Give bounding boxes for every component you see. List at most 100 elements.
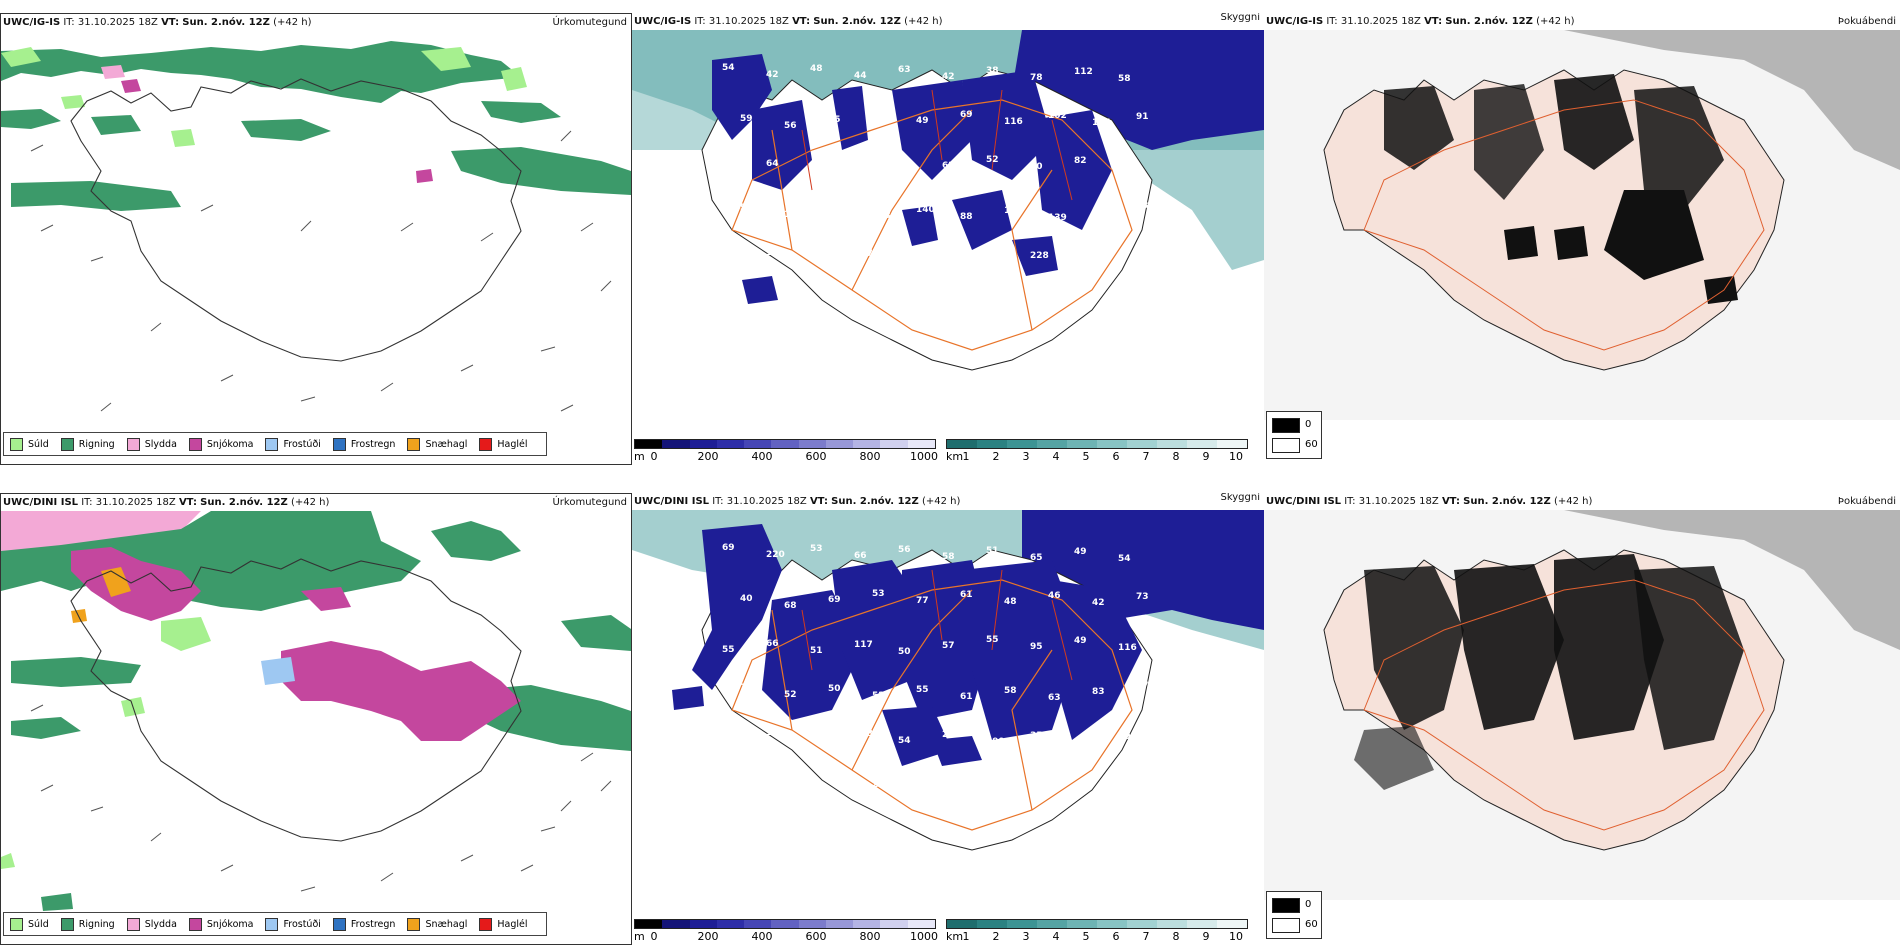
panel-header: UWC/IG-IS IT: 31.10.2025 18Z VT: Sun. 2.… bbox=[3, 17, 627, 28]
colorbar-tick: 3 bbox=[1022, 450, 1030, 463]
iceland-coastline bbox=[70, 78, 522, 362]
cloud-base-label: 42 bbox=[1092, 598, 1105, 608]
colorbar-tick: 9 bbox=[1202, 930, 1210, 943]
colorbar-tick: 5 bbox=[1082, 930, 1090, 943]
cloud-base-label: 69 bbox=[828, 595, 841, 605]
cloud-base-label: 116 bbox=[1118, 643, 1137, 653]
low-cloud-area bbox=[1012, 30, 1264, 150]
precip-legend: Súld Rigning Slydda Snjókoma Frostúði Fr… bbox=[3, 432, 547, 456]
cloud-base-label: 57 bbox=[942, 641, 955, 651]
fog-map bbox=[1264, 510, 1900, 900]
drizzle-area bbox=[1, 47, 527, 147]
colorbar-tick: 8 bbox=[1172, 450, 1180, 463]
road-network-main bbox=[801, 89, 1073, 201]
cloud-base-label: 56 bbox=[784, 121, 797, 131]
cloud-base-label: 54 bbox=[898, 736, 911, 746]
colorbar-tick: 0 bbox=[650, 450, 658, 463]
cloud-base-label: 127 bbox=[854, 249, 873, 259]
cloud-base-label: 50 bbox=[828, 684, 841, 694]
road-network bbox=[731, 579, 1133, 831]
colorbar-tick: 600 bbox=[805, 450, 827, 463]
low-cloud-area bbox=[712, 54, 1112, 304]
cloud-base-label: 50 bbox=[898, 647, 911, 657]
cloud-base-label: 228 bbox=[1030, 251, 1049, 261]
cloud-base-label: 54 bbox=[722, 63, 735, 73]
cloud-base-label: 120 bbox=[854, 160, 873, 170]
colorbar-tick: 1 bbox=[962, 450, 970, 463]
colorbar-tick: 0 bbox=[650, 930, 658, 943]
cloud-base-label: 108 bbox=[854, 729, 873, 739]
road-network bbox=[1363, 579, 1765, 831]
colorbar-tick: 2 bbox=[992, 930, 1000, 943]
panel-header: UWC/DINI ISL IT: 31.10.2025 18Z VT: Sun.… bbox=[3, 497, 627, 508]
colorbar-tick: 8 bbox=[1172, 930, 1180, 943]
cloud-base-label: 359 bbox=[1030, 731, 1049, 741]
cloud-base-label: 97 bbox=[1118, 163, 1131, 173]
colorbar-tick: 400 bbox=[751, 930, 773, 943]
panel-header: UWC/IG-IS IT: 31.10.2025 18Z VT: Sun. 2.… bbox=[634, 13, 1260, 27]
cloud-base-label: 116 bbox=[1004, 117, 1023, 127]
cloud-base-label: 63 bbox=[1048, 693, 1061, 703]
cloud-base-label: 92 bbox=[740, 785, 753, 795]
cloud-base-label: 112 bbox=[1074, 67, 1093, 77]
cloud-base-label: 139 bbox=[766, 728, 785, 738]
cloud-base-label: 46 bbox=[1048, 591, 1061, 601]
colorbar-tick: 200 bbox=[697, 450, 719, 463]
cloud-base-label: 138 bbox=[1092, 207, 1111, 217]
fog-index-panel-bottom: UWC/DINI ISL IT: 31.10.2025 18Z VT: Sun.… bbox=[1264, 493, 1900, 945]
cloud-base-label: 106 bbox=[810, 735, 829, 745]
cloud-base-label: 65 bbox=[722, 734, 735, 744]
cloud-base-label: 107 bbox=[1074, 258, 1093, 268]
cloud-base-label: 54 bbox=[1118, 554, 1131, 564]
graupel-area bbox=[71, 567, 131, 623]
panel-header: UWC/DINI ISL IT: 31.10.2025 18Z VT: Sun.… bbox=[634, 493, 1260, 507]
cloud-base-label: 68 bbox=[784, 601, 797, 611]
cloud-base-label: 82 bbox=[1074, 156, 1087, 166]
cloud-base-label: 97 bbox=[986, 257, 999, 267]
cloud-base-label: 88 bbox=[960, 212, 973, 222]
snow-area bbox=[121, 79, 433, 183]
cloud-base-label: 102 bbox=[1048, 111, 1067, 121]
cloud-base-label: 63 bbox=[898, 65, 911, 75]
cloud-base-label: 58 bbox=[1118, 74, 1131, 84]
cloud-base-label: 119 bbox=[784, 779, 803, 789]
wind-barbs bbox=[30, 704, 612, 892]
colorbar-tick: 2 bbox=[992, 450, 1000, 463]
fog-index-key: 0 60 bbox=[1266, 411, 1322, 459]
panel-header: UWC/DINI ISL IT: 31.10.2025 18Z VT: Sun.… bbox=[1266, 496, 1896, 507]
cloud-base-label: 113 bbox=[916, 774, 935, 784]
cloud-base-label: 62 bbox=[942, 161, 955, 171]
cloud-base-label: 69 bbox=[960, 110, 973, 120]
panel-header: UWC/IG-IS IT: 31.10.2025 18Z VT: Sun. 2.… bbox=[1266, 16, 1896, 27]
cloud-base-label: 77 bbox=[916, 596, 929, 606]
panel-type-label: Þokuábendi bbox=[1837, 16, 1896, 27]
cloud-base-label: 64 bbox=[766, 159, 779, 169]
precip-map bbox=[1, 41, 631, 412]
road-network bbox=[731, 99, 1133, 351]
cloud-base-label: 97 bbox=[1074, 738, 1087, 748]
cloud-base-label: 65 bbox=[1030, 553, 1043, 563]
cloud-base-label: 66 bbox=[766, 639, 779, 649]
wind-barbs bbox=[30, 130, 612, 412]
cloud-base-label: 78 bbox=[1030, 73, 1043, 83]
cloud-base-label: 106 bbox=[766, 248, 785, 258]
panel-type-label: Skyggni bbox=[1220, 13, 1260, 23]
precip-map bbox=[1, 511, 631, 911]
cloud-base-label: 42 bbox=[942, 72, 955, 82]
snow-area bbox=[71, 547, 521, 741]
road-network-main bbox=[801, 569, 1073, 681]
cloud-base-label: 67 bbox=[1136, 681, 1149, 691]
cloud-base-label: 211 bbox=[872, 780, 891, 790]
cloud-vis-panel-bottom: UWC/DINI ISL IT: 31.10.2025 18Z VT: Sun.… bbox=[632, 493, 1264, 945]
cloud-base-label: 52 bbox=[986, 155, 999, 165]
cloud-base-label: 38 bbox=[986, 66, 999, 76]
cloud-base-label: 55 bbox=[916, 685, 929, 695]
cloud-base-label: 40 bbox=[740, 594, 753, 604]
cloud-base-label: 113 bbox=[872, 211, 891, 221]
panel-type-label: Úrkomutegund bbox=[552, 497, 627, 508]
drizzle-area bbox=[1, 617, 211, 869]
colorbar-tick: 600 bbox=[805, 930, 827, 943]
cloud-base-label: 58 bbox=[942, 552, 955, 562]
freezing-drizzle-area bbox=[261, 657, 295, 685]
colorbar-tick: 400 bbox=[751, 450, 773, 463]
